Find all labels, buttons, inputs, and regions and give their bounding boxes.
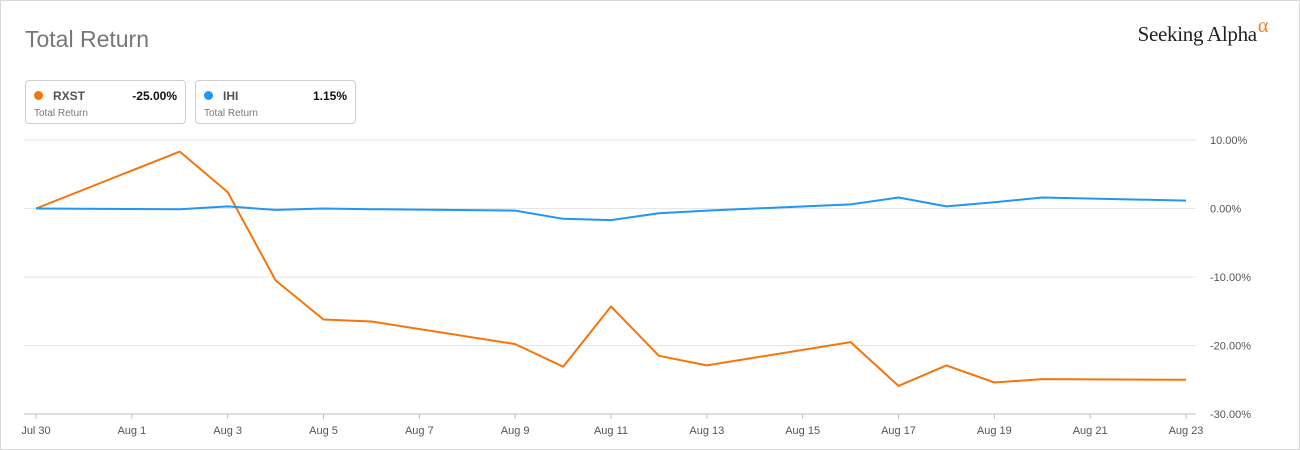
logo-text: Seeking Alpha <box>1137 22 1257 46</box>
legend-subtitle: Total Return <box>204 108 258 119</box>
x-tick-label: Aug 21 <box>1073 425 1108 437</box>
y-tick-label: 0.00% <box>1210 204 1241 216</box>
x-tick-label: Aug 15 <box>785 425 820 437</box>
x-tick-label: Aug 13 <box>689 425 724 437</box>
legend-subtitle: Total Return <box>34 108 88 119</box>
y-tick-label: -30.00% <box>1210 409 1251 421</box>
x-tick-label: Aug 1 <box>117 425 146 437</box>
seeking-alpha-logo: Seeking Alphaα <box>1137 15 1269 47</box>
y-tick-label: -20.00% <box>1210 341 1251 353</box>
x-tick-label: Aug 3 <box>213 425 242 437</box>
x-tick-label: Aug 9 <box>501 425 530 437</box>
x-tick-label: Aug 17 <box>881 425 916 437</box>
series-line-ihi <box>35 196 1187 222</box>
y-tick-label: 10.00% <box>1210 135 1248 147</box>
x-tick-label: Aug 19 <box>977 425 1012 437</box>
rxst-color-dot <box>34 91 43 100</box>
x-tick-label: Jul 30 <box>21 425 50 437</box>
x-tick-label: Aug 11 <box>594 425 628 437</box>
legend-value: 1.15% <box>312 89 347 103</box>
x-tick-label: Aug 23 <box>1169 425 1204 437</box>
x-tick-label: Aug 5 <box>309 425 338 437</box>
legend-card-ihi[interactable]: IHI 1.15% Total Return <box>195 80 356 124</box>
legend-card-rxst[interactable]: RXST -25.00% Total Return <box>25 80 186 124</box>
y-tick-label: -10.00% <box>1210 272 1251 284</box>
legend-value: -25.00% <box>132 89 177 103</box>
alpha-icon: α <box>1257 15 1268 37</box>
x-tick-label: Aug 7 <box>405 425 434 437</box>
legend-symbol: IHI <box>223 89 239 103</box>
series-line-rxst <box>35 150 1187 387</box>
ihi-color-dot <box>204 91 213 100</box>
legend-symbol: RXST <box>53 89 86 103</box>
chart-title: Total Return <box>25 26 150 52</box>
